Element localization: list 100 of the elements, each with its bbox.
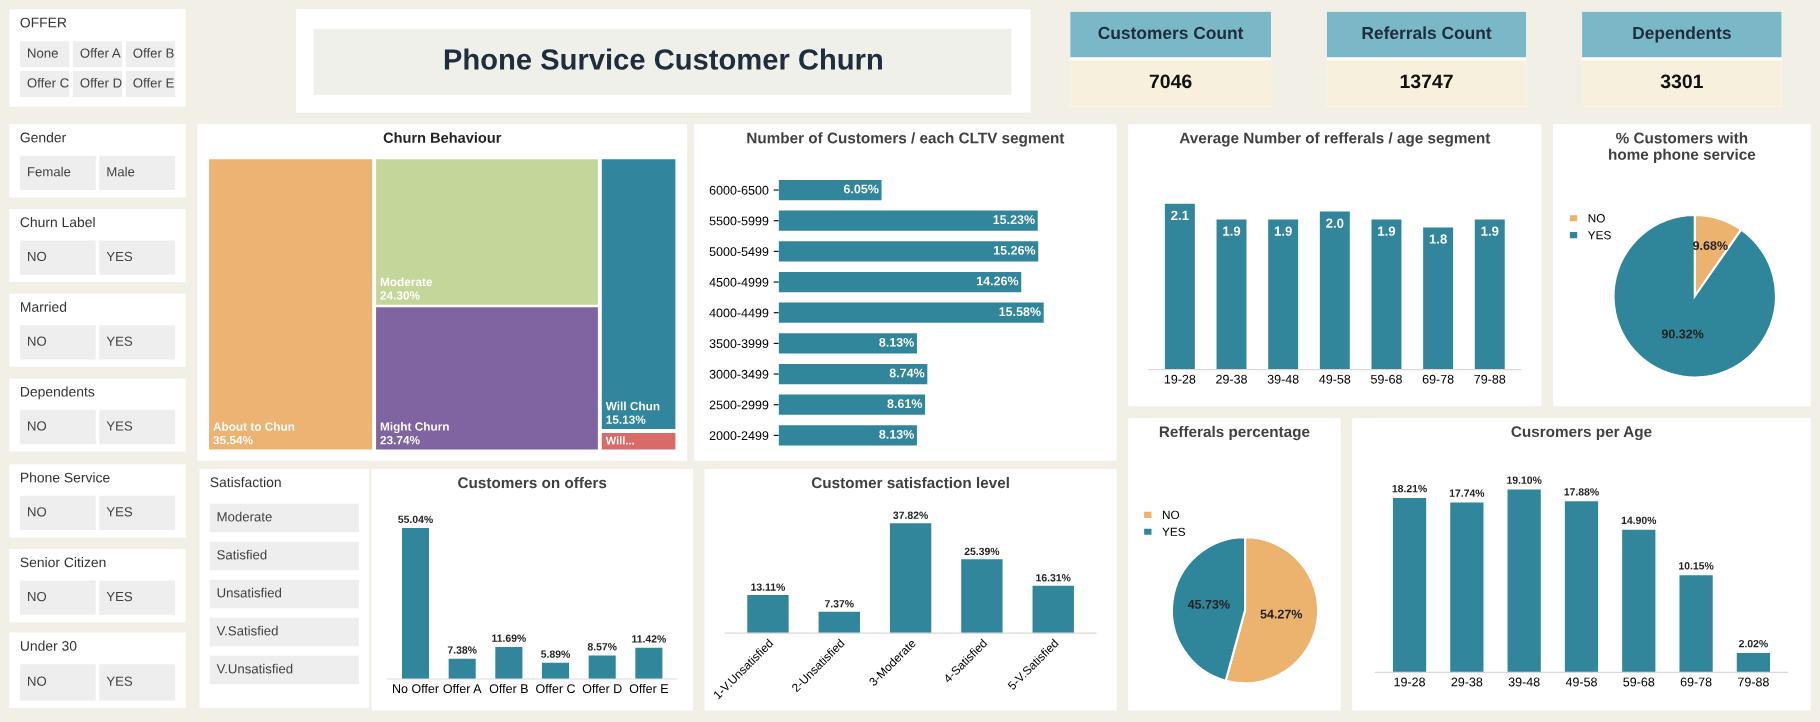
chart-title: Average Number of refferals / age segment [1179,132,1491,147]
text: YES [106,336,133,346]
data-label: 24.30% [380,291,420,300]
text: Offer E [133,77,174,88]
bar [778,394,926,415]
bar [1164,203,1195,370]
x-tick-label: Offer D [582,683,622,694]
text: Married [21,301,67,312]
data-label: 23.74% [380,435,420,445]
bar [778,179,882,201]
text: Moderate [217,511,272,522]
bar [1679,575,1713,673]
bar [1216,219,1247,370]
bar [1507,489,1541,673]
data-label: 19.10% [1507,476,1542,484]
category-label: Moderate [380,277,433,287]
y-tick-label: 3500-3999 [709,339,769,349]
bar [778,425,917,446]
data-label: 55.04% [398,515,433,524]
chart-title: Customer satisfaction level [811,476,1009,489]
x-tick-label: Offer C [536,683,576,694]
bar [448,658,476,679]
bar [1474,219,1505,370]
y-tick-label: 6000-6500 [709,185,769,195]
text: NO [28,421,47,431]
bar [778,363,928,385]
data-label: 8.57% [587,643,617,651]
text: V.Satisfied [216,625,278,636]
bar [778,241,1039,262]
text: Male [107,166,135,177]
x-tick-label: 49-58 [1319,374,1351,384]
category-label: Will Chun [605,401,660,411]
data-label: 45.73% [1187,599,1230,609]
bar [1622,529,1656,673]
bar [747,595,789,634]
chart-title: Number of Customers / each CLTV segment [747,132,1065,147]
x-tick-label: 29-38 [1451,677,1483,687]
data-label: 8.61% [887,399,923,409]
data-label: 5.89% [541,650,571,658]
text: Offer D [80,77,122,88]
data-label: 17.74% [1449,489,1485,497]
x-tick-label: 19-28 [1394,677,1425,687]
text: OFFER [20,17,67,28]
x-tick-label: 39-48 [1267,374,1299,384]
bar [1392,498,1427,673]
x-tick-label: 79-88 [1738,677,1769,687]
chart-title: Cusromers per Age [1511,426,1652,441]
text: Female [28,166,71,177]
data-label: 37.82% [893,511,928,519]
bar [1450,502,1484,673]
legend-label: YES [1587,231,1611,240]
data-label: 14.90% [1621,516,1657,525]
data-label: 14.26% [976,276,1019,286]
text: V.Unsatisfied [216,663,293,674]
text: Phone Survice Customer Churn [444,48,882,70]
data-label: 11.69% [492,634,526,642]
text: Senior Citizen [20,557,106,568]
category-label: Might Churn [380,422,449,434]
y-tick-label: 2500-2999 [709,400,769,410]
text: None [28,48,58,58]
text: YES [106,251,133,262]
text: NO [28,336,47,346]
bar [889,523,932,634]
chart-title: Customers on offers [458,476,607,489]
text: Gender [20,132,66,143]
bar [1423,227,1454,370]
x-tick-label: 69-78 [1422,374,1454,384]
x-tick-label: 39-48 [1508,677,1540,687]
data-label: 1.9 [1274,226,1292,236]
data-label: 54.27% [1260,609,1303,619]
text: Satisfied [217,549,267,560]
text: Churn Label [20,216,95,228]
text: YES [106,591,133,602]
bar [818,611,860,634]
bar [961,559,1003,634]
data-label: 7.37% [824,600,854,608]
y-tick-label: 5500-5999 [709,216,769,226]
data-label: 8.13% [879,429,914,439]
text: Offer C [27,77,69,88]
category-label: Will... [605,436,634,445]
x-tick-label: Offer B [489,683,528,694]
bar [588,655,616,679]
data-label: 6.05% [843,184,879,194]
y-tick-label: 4500-4999 [709,277,769,287]
y-tick-label: 4000-4499 [709,308,769,318]
legend-label: YES [1162,527,1186,536]
x-tick-label: 29-38 [1216,374,1247,384]
x-tick-label: 49-58 [1565,677,1597,687]
bar [1564,501,1599,673]
x-tick-label: 79-88 [1474,374,1506,384]
chart-title: % Customers with home phone service [1609,132,1756,163]
data-label: 1.8 [1429,234,1447,244]
data-label: 35.54% [213,435,253,445]
text: YES [106,676,133,686]
data-label: 2.1 [1171,210,1189,220]
text: Phone Service [21,472,110,483]
data-label: 1.9 [1481,226,1499,236]
x-tick-label: 69-78 [1680,677,1712,687]
x-tick-label: 59-68 [1623,677,1655,687]
text: 3301 [1660,74,1703,89]
